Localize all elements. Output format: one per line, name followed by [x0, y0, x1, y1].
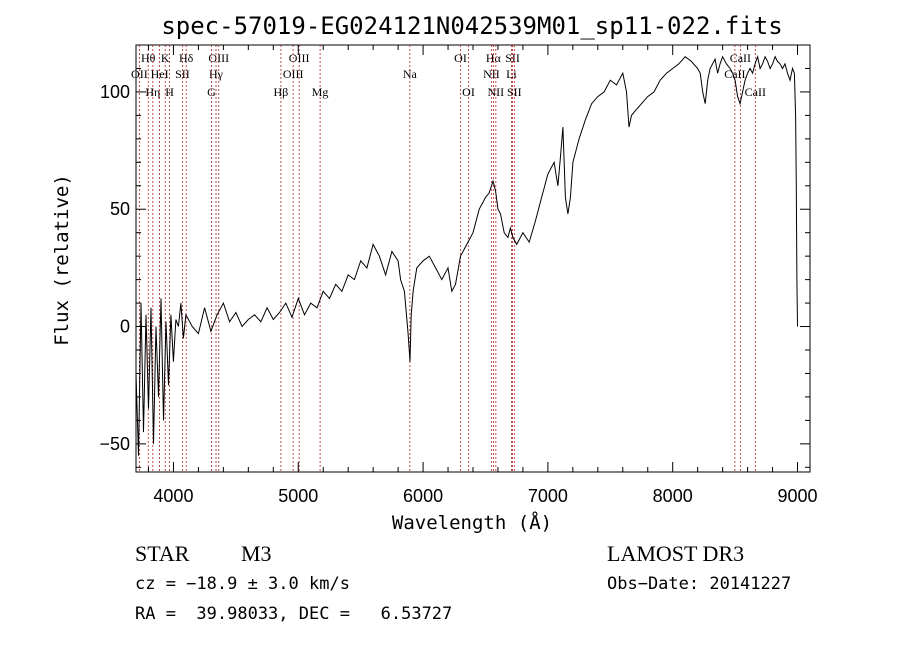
line-label-1: OII: [131, 67, 148, 81]
line-label-12: OIII: [289, 51, 310, 65]
line-label-25: CaII: [724, 67, 745, 81]
line-label-20: NII: [488, 85, 505, 99]
line-label-22: Li: [506, 67, 517, 81]
object-subclass: M3: [241, 541, 272, 566]
y-tick-label-2: 50: [110, 199, 130, 219]
line-label-5: H: [165, 85, 174, 99]
line-label-6: SII: [175, 67, 190, 81]
observation-date: Obs−Date: 20141227: [607, 574, 791, 594]
x-axis: 4000 5000 6000 7000 8000 9000: [147, 45, 818, 506]
line-label-14: Mg: [312, 85, 329, 99]
line-label-7: Hδ: [179, 51, 194, 65]
line-label-8: OIII: [208, 51, 229, 65]
y-tick-label-0: −50: [99, 434, 130, 454]
line-label-4: HeI: [151, 67, 169, 81]
line-label-10: G: [207, 85, 216, 99]
x-tick-label-5: 9000: [777, 486, 817, 506]
line-label-17: OI: [462, 85, 475, 99]
y-axis: −50 0 50 100: [99, 67, 810, 468]
line-label-11: Hβ: [274, 85, 289, 99]
coordinates-readout: RA = 39.98033, DEC = 6.53727: [135, 604, 452, 624]
x-tick-label-4: 8000: [653, 486, 693, 506]
line-label-13: OIII: [283, 67, 304, 81]
x-tick-label-0: 4000: [153, 486, 193, 506]
line-label-0: Hθ: [141, 51, 156, 65]
line-label-18: Hα: [486, 51, 502, 65]
line-label-16: OI: [454, 51, 467, 65]
plot-frame: [135, 44, 811, 473]
line-label-15: Na: [403, 67, 418, 81]
line-label-26: CaII: [745, 85, 766, 99]
line-label-24: CaII: [730, 51, 751, 65]
chart-title: spec-57019-EG024121N042539M01_sp11-022.f…: [161, 12, 782, 40]
line-label-3: K: [161, 51, 170, 65]
x-axis-label: Wavelength (Å): [392, 511, 552, 534]
spectrum-line: [135, 54, 798, 456]
redshift-readout: cz = −18.9 ± 3.0 km/s: [135, 574, 350, 594]
line-label-2: Hη: [145, 85, 160, 99]
line-label-19: NII: [483, 67, 500, 81]
object-class: STAR: [135, 541, 190, 566]
y-axis-label: Flux (relative): [51, 174, 73, 346]
x-tick-label-2: 6000: [403, 486, 443, 506]
x-tick-label-1: 5000: [278, 486, 318, 506]
x-tick-label-3: 7000: [528, 486, 568, 506]
y-tick-label-1: 0: [120, 317, 130, 337]
line-label-9: Hγ: [209, 67, 224, 81]
line-label-21: SII: [505, 51, 520, 65]
y-tick-label-3: 100: [100, 82, 130, 102]
line-label-23: SII: [507, 85, 522, 99]
survey-name: LAMOST DR3: [607, 541, 744, 566]
